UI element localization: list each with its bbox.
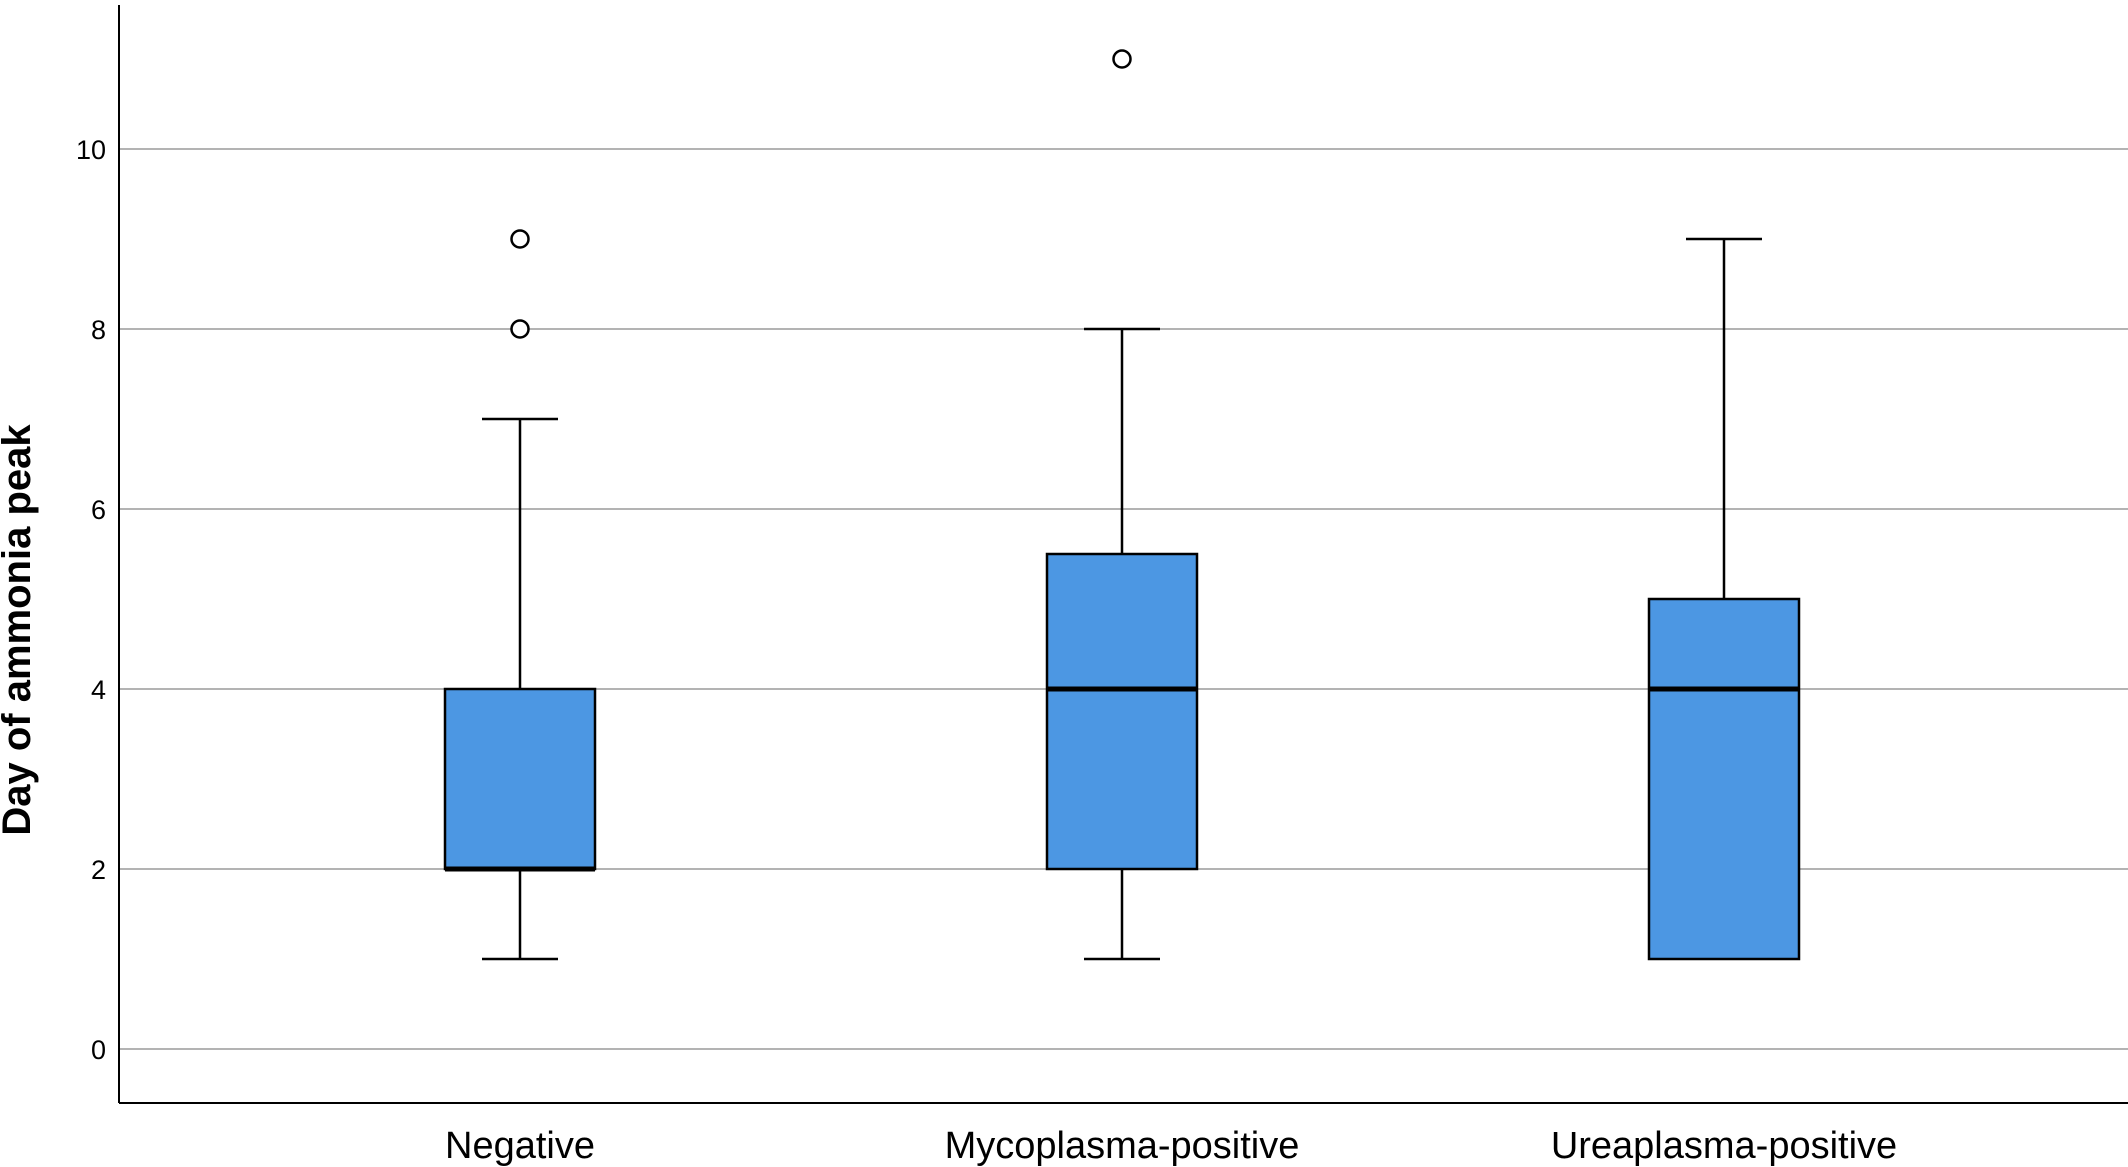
x-category-label: Ureaplasma-positive (1551, 1125, 1897, 1167)
box-negative (443, 229, 597, 961)
outlier-point (1112, 49, 1132, 69)
x-category-labels: Negative Mycoplasma-positive Ureaplasma-po… (445, 1125, 1897, 1167)
y-tick-label: 10 (76, 135, 106, 165)
x-category-label: Mycoplasma-positive (945, 1125, 1300, 1167)
y-axis-title: Day of ammonia peak (0, 424, 39, 836)
box-mycoplasma-positive (1045, 49, 1199, 961)
outlier-point (510, 229, 530, 249)
y-tick-labels: 0 2 4 6 8 10 (76, 135, 106, 1065)
box-iqr (1045, 552, 1199, 871)
axes (118, 5, 2128, 1104)
box-iqr (443, 687, 597, 871)
box-ureaplasma-positive (1647, 237, 1801, 961)
outlier-point (510, 319, 530, 339)
y-tick-label: 4 (91, 675, 106, 705)
y-tick-label: 8 (91, 315, 106, 345)
x-category-label: Negative (445, 1125, 595, 1167)
box-series (443, 49, 1801, 961)
box-iqr (1647, 597, 1801, 961)
y-tick-label: 2 (91, 855, 106, 885)
y-tick-label: 6 (91, 495, 106, 525)
y-tick-label: 0 (91, 1035, 106, 1065)
